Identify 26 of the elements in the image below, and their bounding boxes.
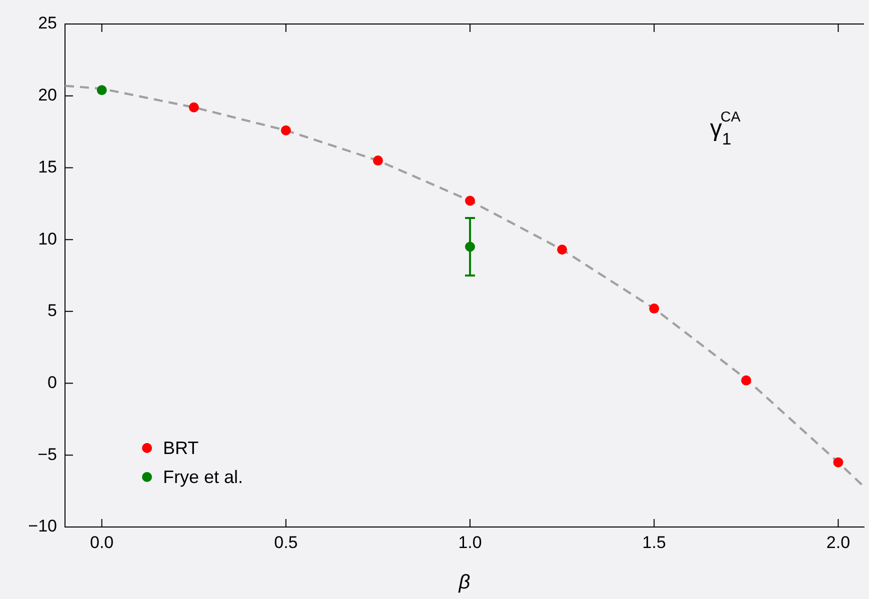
x-tick-label: 1.5 [642, 532, 666, 552]
point [465, 196, 476, 206]
point [741, 375, 752, 386]
y-tick-label: −10 [28, 516, 57, 536]
y-tick-label: 15 [38, 157, 57, 176]
x-tick-label: 1.0 [458, 532, 482, 552]
line-series [65, 84, 864, 488]
y-tick-label: −5 [38, 444, 57, 464]
y-tick-label: 5 [48, 301, 57, 320]
x-tick-label: 0.0 [90, 532, 114, 552]
point [280, 125, 291, 136]
x-tick-label: 0.5 [274, 532, 298, 552]
point [557, 244, 568, 255]
point [96, 85, 107, 96]
point [372, 156, 383, 166]
point [833, 457, 844, 468]
y-tick-label: 25 [38, 14, 57, 33]
point [188, 102, 199, 112]
legend-label: Frye et al. [163, 466, 244, 487]
x-axis-title: β [458, 572, 470, 594]
point [649, 304, 660, 314]
y-tick-label: 20 [38, 86, 57, 105]
x-tick-label: 2.0 [826, 532, 850, 552]
y-tick-label: 10 [38, 229, 57, 248]
y-tick-label: 0 [48, 372, 57, 392]
legend-label: BRT [163, 438, 199, 458]
